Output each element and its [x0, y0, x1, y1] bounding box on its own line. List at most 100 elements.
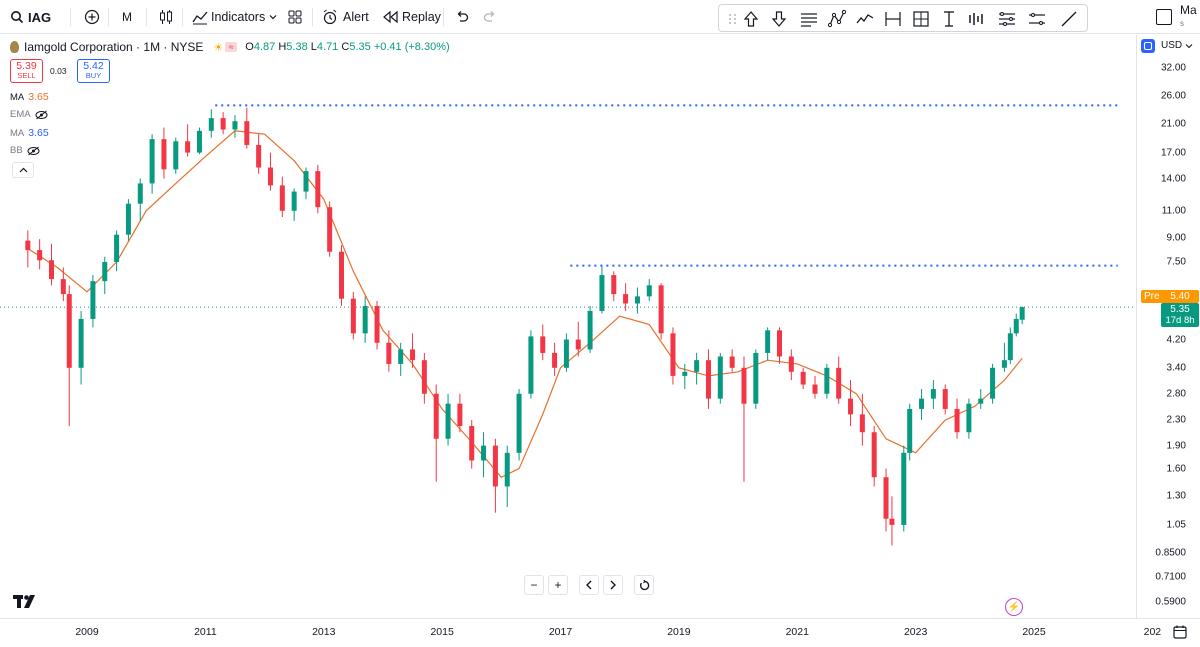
indicator-ma-2[interactable]: MA 3.65: [10, 127, 49, 139]
chart-area[interactable]: [0, 35, 1136, 618]
candle-up: [646, 285, 652, 297]
bb-label: BB: [10, 145, 23, 156]
time-axis[interactable]: 2009 2011 2013 2015 2017 2019 2021 2023 2025 202: [0, 618, 1200, 647]
time-tick: 2017: [548, 626, 573, 638]
price-tick: 9.00: [1166, 232, 1186, 244]
chart-type-button[interactable]: [158, 5, 174, 29]
price-tick: 2.80: [1166, 388, 1186, 400]
candle-up: [682, 371, 688, 376]
candle-down: [859, 414, 865, 433]
rewind-icon: [383, 10, 398, 24]
indicator-bb[interactable]: BB: [10, 145, 40, 156]
candle-down: [658, 285, 664, 334]
replay-button[interactable]: Replay: [383, 5, 441, 29]
ema-label: EMA: [10, 109, 31, 120]
candle-up: [173, 141, 179, 170]
text-cursor-icon[interactable]: [939, 9, 959, 29]
tradingview-logo[interactable]: [13, 595, 39, 614]
pre-market-badge: Pre: [1141, 290, 1163, 303]
price-tick: 1.05: [1166, 519, 1186, 531]
price-tick: 1.60: [1166, 463, 1186, 475]
zoom-out-button[interactable]: −: [524, 575, 544, 595]
candle-up: [907, 408, 913, 453]
interval-label: M: [122, 10, 132, 24]
sell-button[interactable]: 5.39 SELL: [10, 59, 43, 83]
indicator-ema[interactable]: EMA: [10, 109, 48, 120]
undo-icon: [457, 11, 469, 22]
alert-button[interactable]: Alert: [322, 5, 369, 29]
drag-handle-icon[interactable]: [723, 9, 743, 29]
candle-up: [398, 349, 404, 364]
time-tick: 202: [1143, 626, 1162, 638]
candle-down: [37, 250, 43, 261]
candle-down: [883, 477, 889, 519]
templates-button[interactable]: [288, 5, 302, 29]
candle-up: [114, 234, 120, 263]
indicators-button[interactable]: Indicators: [192, 5, 265, 29]
position-icon[interactable]: [997, 9, 1017, 29]
scroll-left-button[interactable]: [579, 575, 599, 595]
bars-pattern-icon[interactable]: [967, 9, 987, 29]
eye-off-icon[interactable]: [27, 146, 40, 156]
path-icon[interactable]: [855, 9, 875, 29]
currency-selector[interactable]: USD: [1161, 40, 1193, 51]
candle-up: [516, 393, 522, 453]
candle-up: [1019, 307, 1025, 320]
divider: [70, 8, 71, 26]
candle-down: [812, 384, 818, 394]
candle-down: [670, 333, 676, 376]
date-range-icon[interactable]: [883, 9, 903, 29]
scroll-right-button[interactable]: [603, 575, 623, 595]
symbol-full-name[interactable]: Iamgold Corporation · 1M · NYSE: [24, 40, 204, 54]
undo-button[interactable]: [455, 5, 469, 29]
interval-button[interactable]: M: [122, 5, 132, 29]
eye-off-icon[interactable]: [35, 110, 48, 120]
text-lines-icon[interactable]: [799, 9, 819, 29]
crosshair-box-icon[interactable]: [911, 9, 931, 29]
collapse-legend-button[interactable]: [12, 162, 34, 178]
candle-down: [623, 294, 629, 304]
price-tick: 1.90: [1166, 440, 1186, 452]
candle-up: [634, 296, 640, 304]
symbol-logo-icon: [10, 41, 19, 53]
legend: Iamgold Corporation · 1M · NYSE ☀ ≈ O4.8…: [10, 38, 450, 56]
alert-label: Alert: [343, 10, 369, 24]
redo-icon: [483, 11, 495, 22]
price-tick: 0.7100: [1155, 571, 1186, 583]
candle-up: [196, 130, 202, 153]
candle-down: [256, 144, 262, 168]
sync-icon[interactable]: [1141, 39, 1155, 53]
zoom-in-button[interactable]: +: [548, 575, 568, 595]
price-chart[interactable]: [0, 35, 1136, 618]
indicator-ma-1[interactable]: MA 3.65: [10, 91, 49, 103]
symbol-search[interactable]: IAG: [10, 5, 51, 29]
arrow-down-icon[interactable]: [769, 9, 789, 29]
ohlc-values: O4.87 H5.38 L4.71 C5.35 +0.41 (+8.30%): [245, 41, 449, 53]
time-tick: 2019: [667, 626, 691, 638]
reset-chart-button[interactable]: [634, 575, 654, 595]
pattern-icon[interactable]: [827, 9, 847, 29]
trend-line-icon[interactable]: [1059, 9, 1079, 29]
settings-button[interactable]: [1172, 624, 1188, 640]
price-axis[interactable]: USD 32.00 26.00 21.00 17.00 14.00 11.00 9.00 7.…: [1136, 35, 1200, 618]
pre-price-value: 5.40: [1170, 291, 1190, 302]
candle-up: [990, 367, 996, 399]
replay-label: Replay: [402, 10, 441, 24]
chevron-down-icon: [1185, 43, 1193, 48]
minus-icon: −: [530, 578, 538, 592]
layout-checkbox[interactable]: [1156, 5, 1172, 29]
redo-button[interactable]: [483, 5, 497, 29]
plus-icon: +: [554, 578, 562, 592]
spread-value: 0.03: [50, 66, 67, 76]
alarm-clock-icon: [323, 9, 337, 25]
candle-up: [481, 445, 487, 461]
lightning-icon[interactable]: ⚡: [1005, 598, 1023, 616]
indicators-dropdown[interactable]: [268, 5, 278, 29]
forecast-icon[interactable]: [1027, 9, 1047, 29]
last-price-value: 5.35: [1170, 304, 1190, 315]
tradingview-logo-icon: [13, 595, 35, 608]
cut-text: Ma: [1180, 3, 1197, 17]
buy-button[interactable]: 5.42 BUY: [77, 59, 110, 83]
compare-button[interactable]: [84, 5, 100, 29]
arrow-up-icon[interactable]: [741, 9, 761, 29]
